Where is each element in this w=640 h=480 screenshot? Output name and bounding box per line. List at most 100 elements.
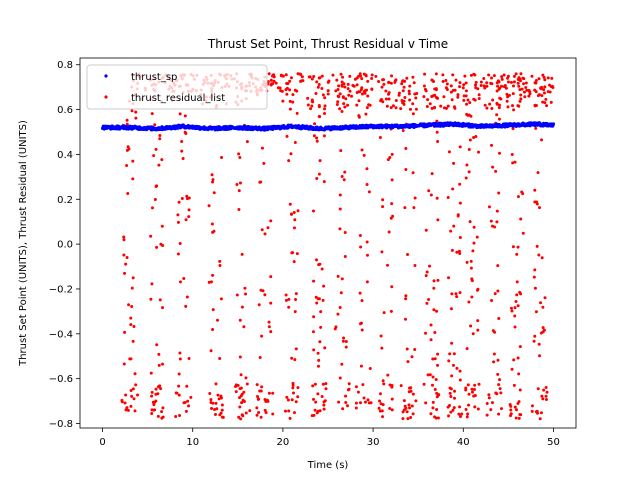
residual-point [359,364,363,368]
residual-point [381,415,384,419]
residual-point [433,357,437,361]
residual-point [536,411,540,415]
residual-point [218,357,222,361]
residual-point [370,73,374,77]
residual-point [389,106,393,110]
residual-point [130,286,134,290]
residual-point [470,295,474,299]
residual-point [431,94,435,98]
residual-point [511,245,515,249]
residual-point [365,240,369,244]
residual-point [341,75,345,79]
residual-point [407,89,411,93]
residual-point [462,83,466,87]
residual-point [185,384,189,388]
residual-point [381,379,385,383]
residual-point [512,80,516,84]
residual-point [382,382,386,386]
residual-point [497,80,501,84]
residual-point [534,78,538,82]
residual-point [239,394,243,398]
residual-point [120,398,124,402]
residual-point [160,158,164,162]
residual-point [377,80,381,84]
residual-point [316,85,320,89]
residual-point [490,299,494,303]
residual-point [476,319,480,323]
residual-point [466,412,470,416]
residual-point [487,205,491,209]
residual-point [178,413,182,417]
residual-point [300,75,304,79]
residual-point [218,259,222,263]
residual-point [260,385,264,389]
residual-point [341,95,345,99]
residual-point [267,320,271,324]
residual-point [500,84,503,88]
residual-point [315,177,319,181]
residual-point [544,386,548,390]
residual-point [380,346,384,350]
residual-point [266,226,270,230]
residual-point [237,207,241,211]
residual-point [341,339,345,343]
residual-point [245,382,249,386]
residual-point [178,280,182,284]
residual-point [408,84,412,88]
residual-point [326,80,330,84]
residual-point [150,282,154,286]
residual-point [159,242,163,246]
residual-point [220,156,224,160]
residual-point [540,94,544,98]
residual-point [218,264,222,268]
residual-point [178,351,182,355]
residual-point [347,93,351,97]
residual-point [220,403,224,407]
residual-point [322,284,326,288]
residual-point [363,400,367,404]
residual-point [533,268,537,272]
residual-point [404,294,408,298]
residual-point [502,85,506,89]
residual-point [322,407,326,411]
residual-point [274,81,278,85]
legend-box [86,64,268,110]
residual-point [161,406,165,410]
residual-point [451,187,455,191]
residual-point [269,78,273,82]
residual-point [528,92,532,96]
residual-point [284,73,288,77]
residual-point [312,279,316,283]
residual-point [240,305,244,309]
residual-point [479,84,483,88]
residual-point [335,103,339,106]
residual-point [311,209,315,213]
y-tick-label: −0.6 [49,374,73,385]
residual-point [400,98,404,102]
residual-point [155,184,159,188]
residual-point [244,376,248,380]
residual-point [338,193,342,197]
residual-point [122,362,126,366]
residual-point [425,105,429,109]
residual-point [497,383,501,387]
residual-point [272,73,275,77]
residual-point [530,409,534,413]
residual-point [388,406,392,410]
residual-point [519,97,523,101]
residual-point [149,234,153,238]
residual-point [292,391,295,395]
residual-point [511,92,515,96]
residual-point [157,363,161,367]
residual-point [368,366,372,370]
residual-point [519,292,523,296]
residual-point [513,405,517,409]
residual-point [496,289,500,293]
residual-point [149,371,153,375]
residual-point [347,382,351,386]
residual-point [294,292,298,296]
residual-point [475,288,479,292]
residual-point [455,250,459,254]
residual-point [157,352,161,356]
residual-point [407,403,411,407]
